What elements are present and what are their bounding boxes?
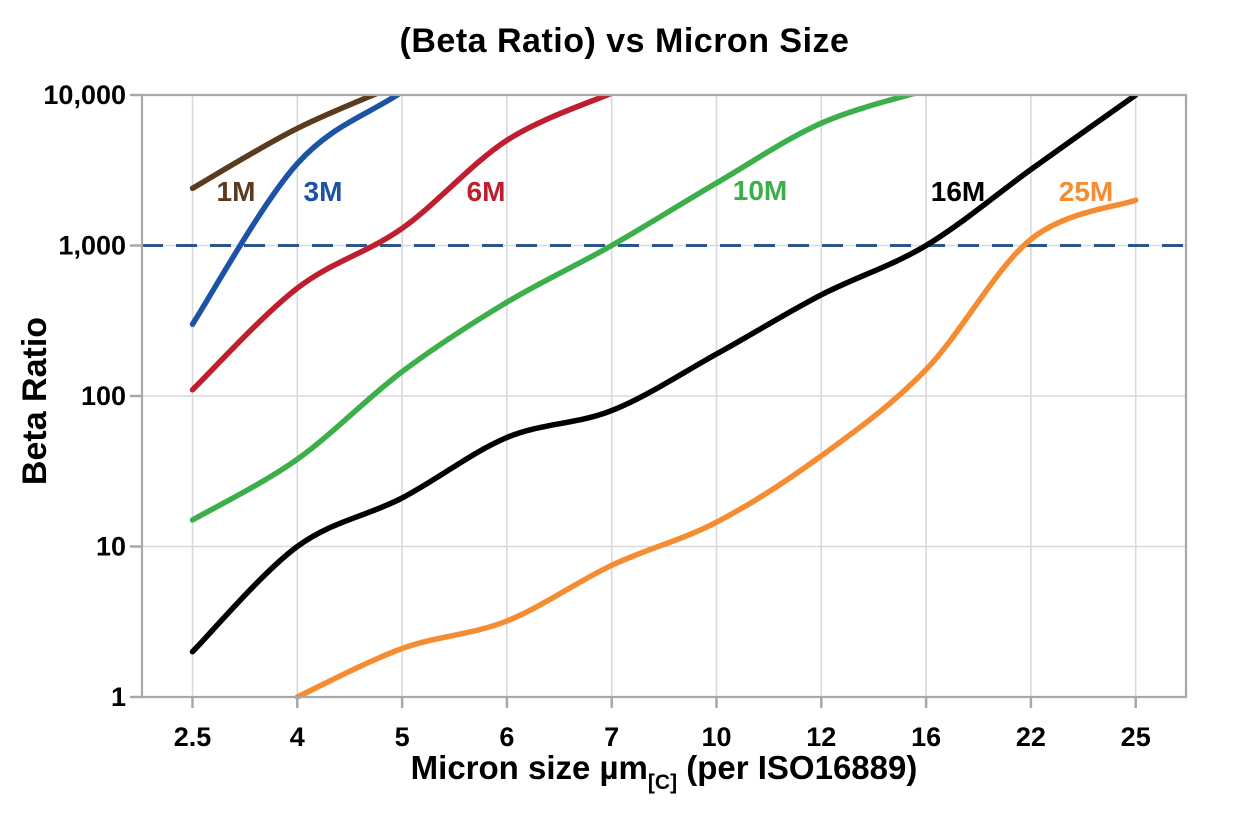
curve-25m <box>294 197 1139 700</box>
curve-3m <box>189 95 403 327</box>
y-tick-label: 100 <box>81 381 126 411</box>
x-tick-label: 12 <box>806 722 836 752</box>
y-tick-label: 10,000 <box>43 80 126 110</box>
curve-1m <box>189 95 381 192</box>
y-tick-label: 1 <box>111 682 126 712</box>
x-tick-label: 10 <box>701 722 731 752</box>
curves-group <box>189 95 1139 700</box>
x-tick-label: 22 <box>1016 722 1046 752</box>
series-label-10m: 10M <box>733 175 787 206</box>
x-tick-label: 4 <box>290 722 305 752</box>
x-tick-label: 6 <box>499 722 514 752</box>
x-axis-label: Micron size µm[C] (per ISO16889) <box>142 749 1186 794</box>
series-label-6m: 6M <box>467 176 506 207</box>
y-tick-label: 10 <box>96 532 126 562</box>
curve-16m <box>189 95 1139 655</box>
x-axis-label-main: Micron size µm <box>410 749 648 786</box>
curve-6m <box>189 95 614 393</box>
x-axis-label-tail: (per ISO16889) <box>677 749 918 786</box>
series-label-16m: 16M <box>931 176 985 207</box>
x-tick-label: 16 <box>911 722 941 752</box>
chart-title: (Beta Ratio) vs Micron Size <box>399 22 850 60</box>
y-tick-label: 1,000 <box>58 231 126 261</box>
x-tick-label: 2.5 <box>174 722 212 752</box>
curve-10m <box>189 95 919 523</box>
series-label-1m: 1M <box>217 176 256 207</box>
x-tick-label: 5 <box>395 722 410 752</box>
series-label-3m: 3M <box>304 176 343 207</box>
plot-border <box>140 93 1188 699</box>
x-axis-label-subscript: [C] <box>647 771 678 794</box>
series-label-25m: 25M <box>1059 176 1113 207</box>
x-tick-label: 7 <box>604 722 619 752</box>
x-tick-label: 25 <box>1121 722 1151 752</box>
